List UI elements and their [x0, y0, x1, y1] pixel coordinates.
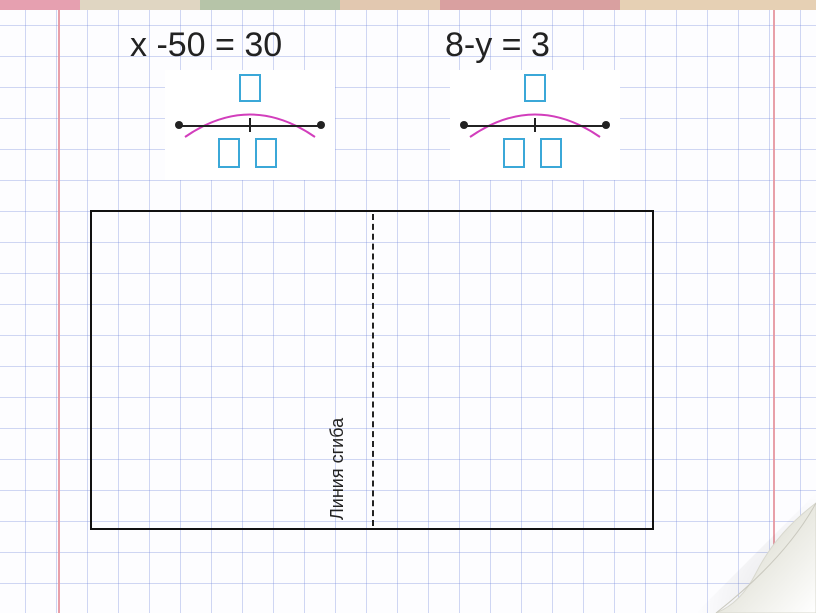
work-area: Линия сгиба [90, 210, 654, 530]
top-accent-strip [0, 0, 816, 10]
diagram-bottom-box-b [540, 138, 562, 168]
diagram-bottom-box-b [255, 138, 277, 168]
margin-line-left [58, 0, 60, 613]
diagram-bottom-box-a [218, 138, 240, 168]
equation-left: х -50 = 30 [130, 26, 282, 65]
diagram-endpoint-left [175, 121, 183, 129]
margin-line-right [773, 0, 775, 613]
diagram-left [165, 70, 335, 180]
diagram-bottom-box-a [503, 138, 525, 168]
diagram-right [450, 70, 620, 180]
equation-right: 8-y = 3 [445, 26, 550, 65]
diagram-top-box [524, 74, 546, 102]
diagram-endpoint-right [602, 121, 610, 129]
diagram-midtick [534, 118, 536, 132]
diagram-midtick [249, 118, 251, 132]
fold-line-label: Линия сгиба [327, 418, 348, 520]
fold-line [372, 214, 374, 526]
diagram-endpoint-right [317, 121, 325, 129]
diagram-endpoint-left [460, 121, 468, 129]
diagram-top-box [239, 74, 261, 102]
